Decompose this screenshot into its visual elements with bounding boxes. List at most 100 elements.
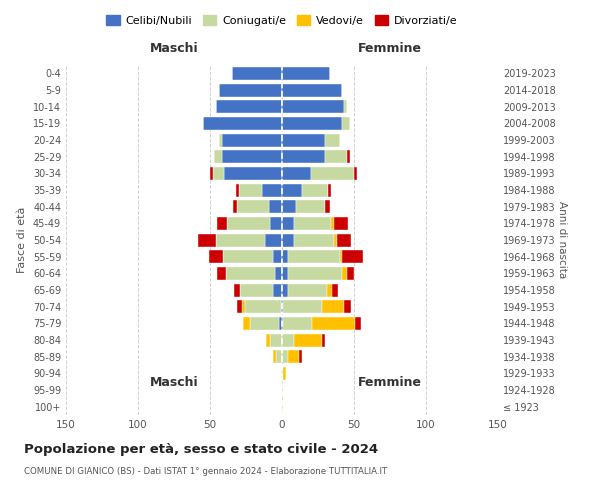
Bar: [203, 117, 282, 130]
Bar: [216, 100, 282, 113]
Bar: [296, 200, 325, 213]
Bar: [209, 250, 223, 263]
Bar: [282, 67, 329, 80]
Bar: [282, 300, 283, 313]
Bar: [275, 267, 282, 280]
Bar: [274, 250, 282, 263]
Bar: [337, 234, 351, 246]
Bar: [239, 184, 262, 196]
Bar: [325, 150, 347, 163]
Bar: [347, 150, 350, 163]
Bar: [276, 350, 282, 363]
Bar: [238, 300, 242, 313]
Legend: Celibi/Nubili, Coniugati/e, Vedovi/e, Divorziati/e: Celibi/Nubili, Coniugati/e, Vedovi/e, Di…: [102, 10, 462, 30]
Bar: [283, 317, 312, 330]
Bar: [265, 234, 282, 246]
Bar: [226, 267, 275, 280]
Bar: [355, 317, 361, 330]
Bar: [281, 367, 282, 380]
Text: COMUNE DI GIANICO (BS) - Dati ISTAT 1° gennaio 2024 - Elaborazione TUTTITALIA.IT: COMUNE DI GIANICO (BS) - Dati ISTAT 1° g…: [24, 468, 387, 476]
Bar: [240, 284, 274, 296]
Bar: [282, 250, 288, 263]
Bar: [238, 200, 269, 213]
Bar: [293, 217, 331, 230]
Bar: [288, 250, 340, 263]
Bar: [266, 334, 271, 346]
Bar: [344, 300, 351, 313]
Bar: [302, 184, 328, 196]
Bar: [283, 300, 322, 313]
Bar: [282, 217, 293, 230]
Bar: [217, 267, 226, 280]
Bar: [288, 284, 326, 296]
Bar: [282, 134, 325, 146]
Bar: [344, 100, 347, 113]
Bar: [262, 184, 282, 196]
Bar: [282, 350, 288, 363]
Bar: [322, 334, 325, 346]
Bar: [343, 250, 362, 263]
Bar: [282, 367, 283, 380]
Bar: [322, 300, 344, 313]
Bar: [218, 134, 221, 146]
Bar: [269, 200, 282, 213]
Bar: [274, 350, 276, 363]
Y-axis label: Fasce di età: Fasce di età: [17, 207, 27, 273]
Bar: [282, 317, 283, 330]
Bar: [282, 284, 288, 296]
Bar: [282, 200, 296, 213]
Bar: [343, 267, 347, 280]
Bar: [282, 384, 283, 396]
Bar: [326, 284, 332, 296]
Bar: [332, 284, 338, 296]
Text: Femmine: Femmine: [358, 42, 422, 54]
Bar: [199, 234, 216, 246]
Bar: [340, 250, 343, 263]
Bar: [282, 184, 302, 196]
Bar: [221, 134, 282, 146]
Bar: [293, 334, 322, 346]
Bar: [282, 167, 311, 180]
Bar: [282, 234, 293, 246]
Text: Popolazione per età, sesso e stato civile - 2024: Popolazione per età, sesso e stato civil…: [24, 442, 378, 456]
Bar: [325, 200, 329, 213]
Bar: [331, 217, 334, 230]
Bar: [274, 284, 282, 296]
Y-axis label: Anni di nascita: Anni di nascita: [557, 202, 567, 278]
Bar: [282, 84, 343, 96]
Bar: [288, 267, 343, 280]
Bar: [283, 367, 286, 380]
Bar: [334, 234, 337, 246]
Bar: [282, 334, 293, 346]
Bar: [311, 167, 354, 180]
Bar: [227, 217, 271, 230]
Bar: [271, 334, 282, 346]
Bar: [232, 67, 282, 80]
Bar: [347, 267, 354, 280]
Bar: [279, 317, 282, 330]
Bar: [299, 350, 302, 363]
Bar: [282, 400, 283, 413]
Bar: [343, 117, 350, 130]
Bar: [282, 100, 344, 113]
Bar: [242, 300, 245, 313]
Bar: [243, 317, 250, 330]
Bar: [224, 167, 282, 180]
Bar: [245, 300, 281, 313]
Bar: [288, 350, 299, 363]
Text: Maschi: Maschi: [149, 42, 199, 54]
Text: Maschi: Maschi: [149, 376, 199, 390]
Bar: [282, 117, 343, 130]
Bar: [334, 217, 348, 230]
Bar: [223, 250, 274, 263]
Bar: [282, 150, 325, 163]
Bar: [271, 217, 282, 230]
Bar: [354, 167, 357, 180]
Bar: [282, 267, 288, 280]
Bar: [216, 234, 265, 246]
Bar: [221, 150, 282, 163]
Text: Femmine: Femmine: [358, 376, 422, 390]
Bar: [233, 200, 238, 213]
Bar: [213, 167, 224, 180]
Bar: [236, 184, 239, 196]
